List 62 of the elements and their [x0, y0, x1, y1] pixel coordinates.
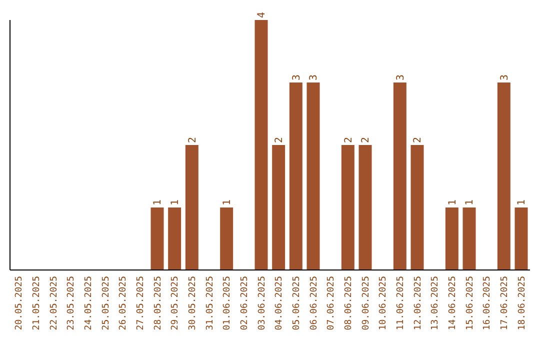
x-tick-label: 23.05.2025	[66, 276, 77, 330]
bar	[289, 82, 302, 270]
data-label: 3	[395, 74, 406, 80]
bar	[410, 145, 424, 270]
x-tick-label: 17.06.2025	[500, 276, 510, 330]
bar	[220, 208, 234, 270]
data-label: 2	[274, 136, 286, 143]
data-label: 1	[464, 199, 476, 206]
bar	[358, 145, 372, 270]
x-tick-label: 20.05.2025	[14, 276, 25, 330]
x-tick-label: 01.06.2025	[222, 276, 233, 330]
data-label: 4	[256, 12, 268, 18]
x-tick-label: 08.06.2025	[344, 276, 354, 330]
data-label: 1	[222, 199, 234, 206]
x-tick-label: 06.06.2025	[309, 276, 320, 330]
data-label: 2	[187, 136, 198, 143]
data-label: 2	[360, 136, 372, 143]
data-label: 1	[447, 199, 458, 206]
x-tick-label: 07.06.2025	[326, 276, 337, 330]
bar	[185, 145, 198, 270]
data-label: 3	[291, 74, 302, 80]
data-label: 2	[412, 136, 424, 143]
x-tick-label: 02.06.2025	[240, 276, 250, 330]
x-tick-label: 12.06.2025	[413, 276, 424, 330]
x-tick-label: 31.05.2025	[205, 276, 216, 330]
data-label: 3	[308, 74, 320, 80]
x-tick-label: 18.06.2025	[517, 276, 528, 330]
x-tick-label: 28.05.2025	[153, 276, 164, 330]
x-tick-label: 09.06.2025	[361, 276, 372, 330]
x-tick-label: 22.05.2025	[49, 276, 60, 330]
bar	[497, 82, 510, 270]
x-tick-label: 27.05.2025	[136, 276, 146, 330]
x-tick-label: 24.05.2025	[84, 276, 94, 330]
bar	[393, 82, 406, 270]
bar	[341, 145, 354, 270]
bar	[272, 145, 286, 270]
bar	[168, 208, 182, 270]
x-tick-label: 21.05.2025	[32, 276, 42, 330]
data-label: 1	[152, 199, 164, 206]
x-tick-label: 04.06.2025	[274, 276, 285, 330]
x-tick-label: 29.05.2025	[170, 276, 181, 330]
x-tick-label: 11.06.2025	[396, 276, 406, 330]
data-label: 1	[516, 199, 528, 206]
x-tick-label: 16.06.2025	[482, 276, 493, 330]
x-tick-label: 05.06.2025	[292, 276, 302, 330]
bar	[514, 208, 528, 270]
bar	[462, 208, 476, 270]
data-label: 1	[170, 199, 182, 206]
x-tick-label: 14.06.2025	[448, 276, 458, 330]
data-label: 2	[343, 136, 354, 143]
x-tick-label: 10.06.2025	[378, 276, 389, 330]
bar	[445, 208, 458, 270]
x-tick-label: 15.06.2025	[465, 276, 476, 330]
bar	[306, 82, 320, 270]
x-tick-label: 13.06.2025	[430, 276, 441, 330]
x-tick-label: 26.05.2025	[118, 276, 129, 330]
x-tick-label: 30.05.2025	[188, 276, 198, 330]
bar	[150, 208, 164, 270]
x-tick-label: 25.05.2025	[101, 276, 112, 330]
data-label: 3	[499, 74, 510, 80]
bar	[254, 20, 268, 270]
x-tick-label: 03.06.2025	[257, 276, 268, 330]
